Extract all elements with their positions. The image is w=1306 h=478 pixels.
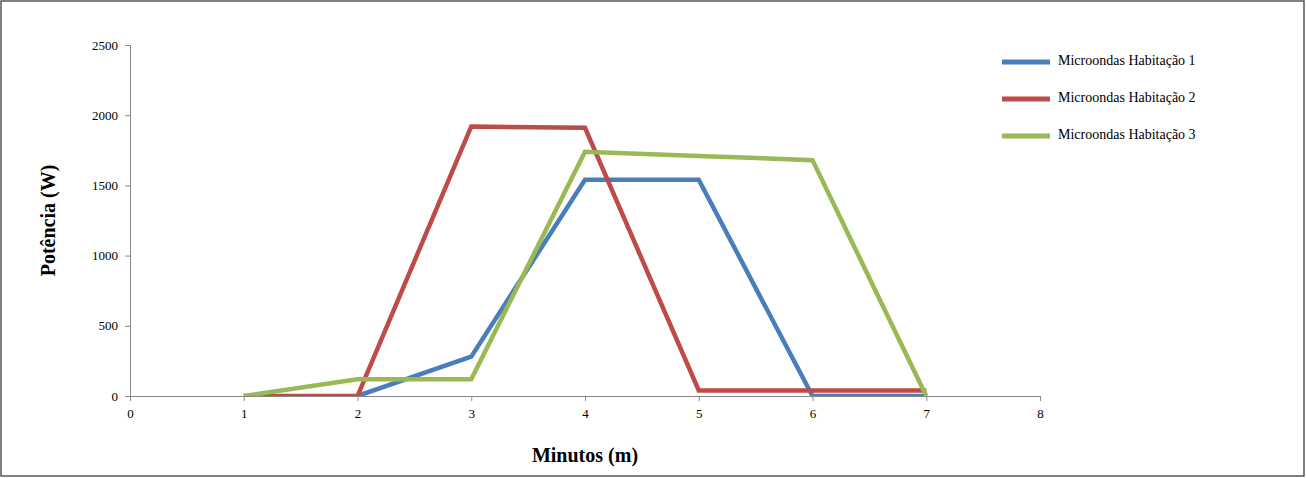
x-tick: 8 [1037, 396, 1044, 421]
x-tick-mark [1040, 396, 1041, 401]
y-tick-label: 2500 [92, 38, 118, 53]
x-tick-label: 5 [696, 406, 703, 421]
x-tick-mark [471, 396, 472, 401]
x-tick-label: 0 [127, 406, 134, 421]
x-tick-label: 3 [469, 406, 476, 421]
x-tick-label: 7 [924, 406, 931, 421]
y-axis-title: Potência (W) [37, 165, 60, 277]
y-tick-label: 500 [99, 318, 119, 333]
x-tick-label: 8 [1037, 406, 1044, 421]
x-axis-line [131, 397, 1041, 402]
x-tick: 4 [582, 396, 589, 421]
x-tick-label: 1 [241, 406, 248, 421]
y-tick-label: 1000 [92, 248, 118, 263]
y-tick-mark [125, 45, 130, 46]
legend-label: Microondas Habitação 3 [1058, 127, 1196, 142]
x-tick-mark [813, 396, 814, 401]
chart-frame [1, 1, 1304, 476]
series-line [244, 126, 927, 396]
y-tick: 2500 [92, 38, 130, 53]
x-tick: 1 [241, 396, 248, 421]
x-tick: 0 [127, 396, 134, 421]
y-tick: 1000 [92, 248, 130, 263]
y-tick: 1500 [92, 178, 130, 193]
y-tick-label: 2000 [92, 108, 118, 123]
legend-swatch [1002, 134, 1050, 139]
x-tick: 2 [355, 396, 362, 421]
y-tick-label: 0 [112, 389, 119, 404]
x-tick: 6 [810, 396, 817, 421]
y-axis-line [125, 46, 131, 397]
x-axis: 0 1 2 3 4 5 6 7 8 [127, 396, 1044, 421]
legend-swatch [1002, 97, 1050, 102]
x-tick-mark [244, 396, 245, 401]
legend-swatch [1002, 60, 1050, 65]
y-tick-mark [125, 256, 130, 257]
x-tick-mark [358, 396, 359, 401]
x-axis-title: Minutos (m) [532, 444, 638, 467]
legend-label: Microondas Habitação 1 [1058, 53, 1196, 68]
legend-label: Microondas Habitação 2 [1058, 90, 1196, 105]
y-tick-mark [125, 115, 130, 116]
y-tick-mark [125, 326, 130, 327]
y-tick-mark [125, 185, 130, 186]
x-tick-mark [585, 396, 586, 401]
y-tick: 500 [99, 318, 131, 333]
y-tick: 0 [112, 389, 131, 404]
x-tick-label: 2 [355, 406, 362, 421]
lines [244, 126, 927, 396]
y-tick: 2000 [92, 108, 130, 123]
y-axis: 0 500 1000 1500 2000 2500 [92, 38, 131, 404]
x-tick-mark [699, 396, 700, 401]
x-tick: 3 [469, 396, 476, 421]
series-line [244, 152, 927, 396]
y-tick-label: 1500 [92, 178, 118, 193]
x-tick-mark [926, 396, 927, 401]
x-tick-label: 6 [810, 406, 817, 421]
y-tick-mark [125, 396, 130, 397]
x-tick: 7 [924, 396, 931, 421]
series-line [358, 180, 927, 396]
chart: 0 1 2 3 4 5 6 7 8 0 500 1000 1500 2000 2500 Minutos (m)… [0, 0, 1306, 478]
legend: Microondas Habitação 1 Microondas Habitaç… [1002, 53, 1196, 142]
x-tick: 5 [696, 396, 703, 421]
x-tick-label: 4 [582, 406, 589, 421]
